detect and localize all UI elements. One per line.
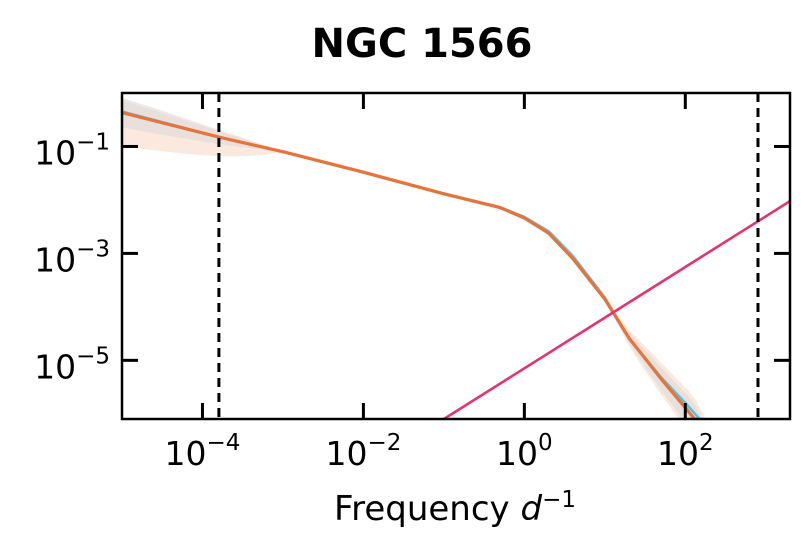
y-tick-label-base: 10	[34, 347, 76, 386]
x-axis-label-symbol: d	[520, 489, 542, 529]
y-tick-label: 10−1	[34, 129, 110, 172]
x-tick-label: 102	[657, 430, 714, 473]
y-tick-label-exp: −1	[76, 129, 110, 155]
x-tick-label: 100	[496, 430, 553, 473]
x-axis-label: Frequency d−1	[334, 487, 576, 529]
y-tick-label: 10−5	[34, 343, 110, 386]
x-tick-label-base: 10	[496, 434, 538, 473]
x-tick-label-base: 10	[657, 434, 699, 473]
noise-line-pink	[443, 199, 790, 419]
axes-frame	[120, 91, 792, 421]
x-tick-label: 10−2	[325, 430, 401, 473]
x-tick-label-exp: 0	[538, 430, 553, 456]
x-tick-label-exp: −2	[367, 430, 401, 456]
uncertainty-band-gray	[122, 97, 703, 419]
x-axis-label-prefix: Frequency	[334, 489, 520, 529]
uncertainty-band-orange	[122, 100, 706, 419]
x-tick-label-exp: 2	[699, 430, 714, 456]
y-tick-label-exp: −3	[76, 236, 110, 262]
chart-title: NGC 1566	[312, 21, 533, 67]
y-tick-label-exp: −5	[76, 343, 110, 369]
x-tick-label-base: 10	[325, 434, 367, 473]
y-tick-label-base: 10	[34, 240, 76, 279]
x-tick-label: 10−4	[165, 430, 241, 473]
x-tick-label-exp: −4	[207, 430, 241, 456]
y-tick-label-base: 10	[34, 133, 76, 172]
model-line-orange	[122, 111, 696, 419]
x-tick-label-base: 10	[165, 434, 207, 473]
x-axis-label-exponent: −1	[542, 487, 576, 513]
y-tick-label: 10−3	[34, 236, 110, 279]
plot-area	[122, 93, 790, 419]
model-line-blue	[122, 110, 701, 419]
